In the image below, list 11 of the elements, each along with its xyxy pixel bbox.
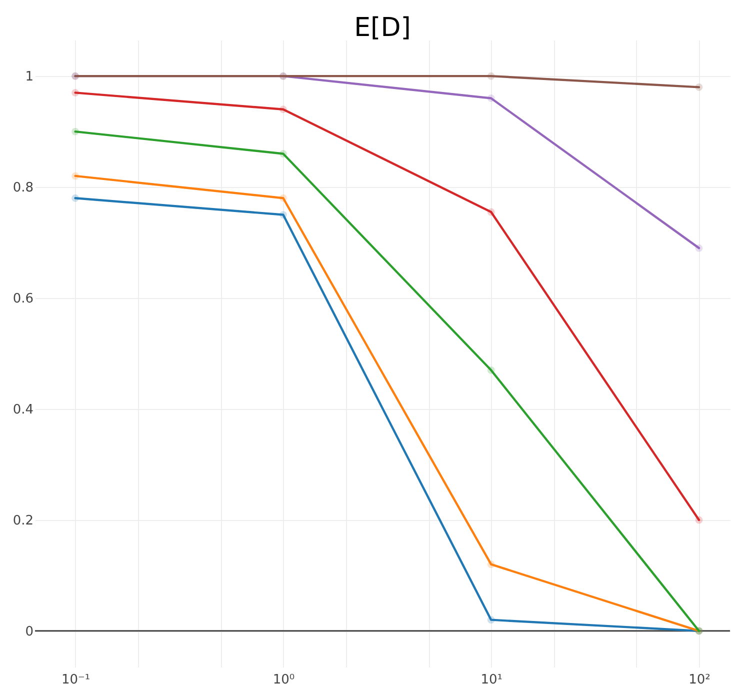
- x-tick-label: 10²: [688, 672, 710, 688]
- y-tick-label: 1: [25, 70, 34, 85]
- y-tick-label: 0.6: [12, 292, 34, 307]
- y-tick-label: 0.8: [12, 180, 34, 196]
- y-tick-label: 0: [25, 624, 34, 640]
- x-tick-label: 10¹: [480, 672, 502, 688]
- x-tick-label: 10⁻¹: [61, 672, 90, 688]
- y-tick-label: 0.4: [12, 402, 34, 418]
- chart-title: E[D]: [354, 13, 411, 43]
- x-tick-label: 10⁰: [272, 672, 295, 688]
- y-tick-label: 0.2: [12, 513, 34, 528]
